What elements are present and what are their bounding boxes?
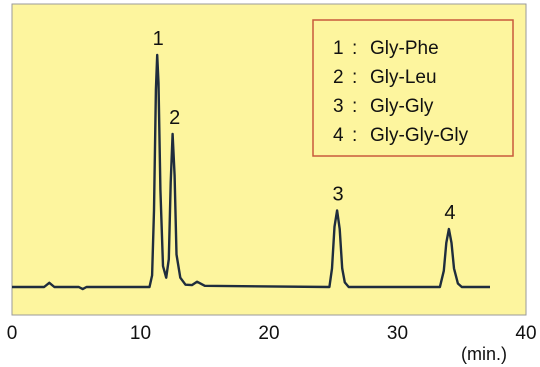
legend-compound-3: Gly-Gly: [370, 96, 434, 117]
legend-separator: :: [352, 96, 357, 117]
legend: 1: Gly-Phe 2: Gly-Leu 3: Gly-Gly 4: Gly-Gly-Gly: [312, 19, 514, 157]
x-tick-label: 20: [258, 323, 279, 344]
x-tick-label: 40: [515, 323, 536, 344]
legend-separator: :: [352, 67, 357, 88]
peak-label-3: 3: [333, 183, 344, 205]
x-axis-unit-label: (min.): [461, 344, 507, 364]
x-tick-label: 10: [130, 323, 151, 344]
legend-number-2: 2: [333, 67, 344, 88]
peak-label-2: 2: [169, 107, 180, 129]
legend-items: 1: Gly-Phe 2: Gly-Leu 3: Gly-Gly 4: Gly-Gly-Gly: [333, 38, 469, 146]
legend-number-1: 1: [333, 38, 344, 59]
peak-labels: 1 2 3 4: [153, 28, 456, 224]
legend-separator: :: [352, 38, 357, 59]
legend-number-3: 3: [333, 96, 344, 117]
legend-number-4: 4: [333, 125, 344, 146]
peak-label-1: 1: [153, 28, 164, 50]
peak-label-4: 4: [444, 202, 455, 224]
x-tick-label: 0: [7, 323, 18, 344]
chromatogram-trace: [12, 53, 490, 291]
legend-box: [312, 19, 514, 157]
x-axis-ticks: 0 10 20 30 40: [7, 323, 537, 344]
x-tick-label: 30: [387, 323, 408, 344]
legend-compound-1: Gly-Phe: [370, 38, 439, 59]
legend-separator: :: [352, 125, 357, 146]
legend-compound-2: Gly-Leu: [370, 67, 437, 88]
legend-compound-4: Gly-Gly-Gly: [370, 125, 469, 146]
